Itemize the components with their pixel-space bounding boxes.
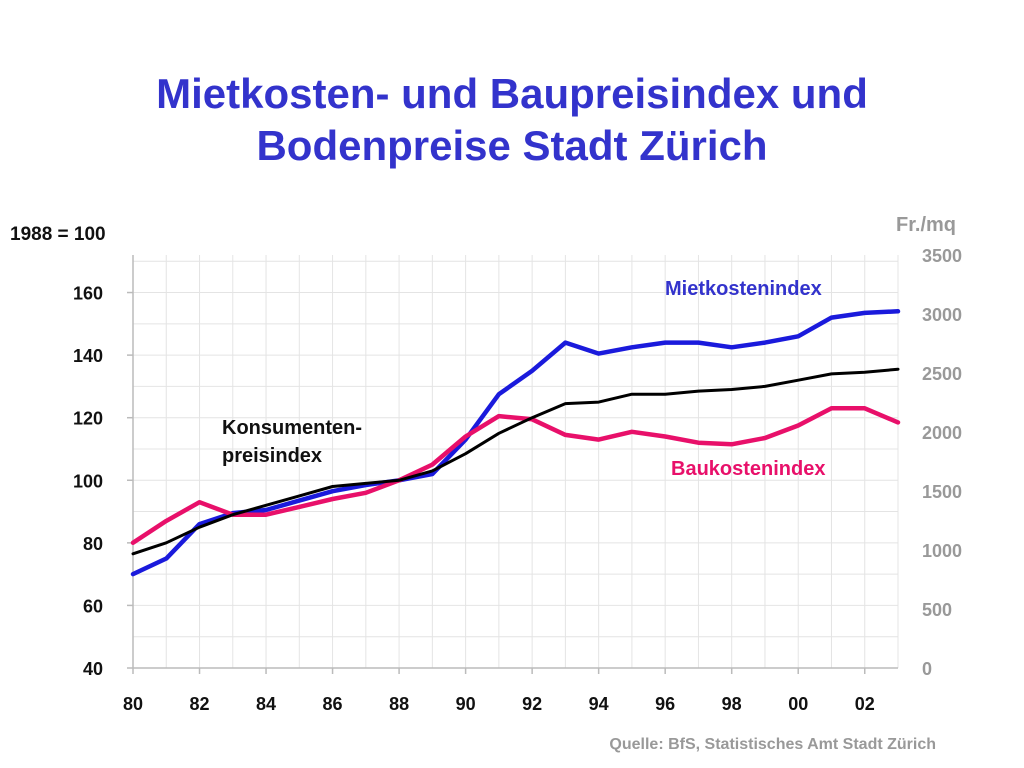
axes [127, 255, 898, 674]
bottom-tick-label: 80 [123, 694, 143, 714]
chart-title: Mietkosten- und Baupreisindex und Bodenp… [0, 68, 1024, 172]
series-label-konsumentenpreisindex-line-1: Konsumenten- [222, 417, 362, 439]
series-line-mietkostenindex [130, 309, 901, 577]
series-label-baukostenindex: Baukostenindex [671, 458, 825, 480]
right-tick-label: 3500 [922, 246, 962, 266]
series-line-baukostenindex [130, 406, 901, 546]
bottom-tick-label: 88 [389, 694, 409, 714]
bottom-tick-label: 96 [655, 694, 675, 714]
bottom-tick-label: 92 [522, 694, 542, 714]
right-tick-label: 0 [922, 659, 932, 679]
series-label-mietkostenindex: Mietkostenindex [665, 278, 822, 300]
series-lines [130, 309, 901, 577]
series-labels: Mietkostenindex Baukostenindex Konsument… [222, 278, 825, 480]
right-tick-label: 1500 [922, 482, 962, 502]
left-tick-label: 140 [73, 346, 103, 366]
bottom-tick-label: 90 [456, 694, 476, 714]
left-tick-label: 80 [83, 534, 103, 554]
chart-title-line-2: Bodenpreise Stadt Zürich [256, 122, 768, 169]
right-axis-caption: Fr./mq [896, 214, 957, 236]
left-tick-label: 60 [83, 596, 103, 616]
bottom-tick-label: 00 [788, 694, 808, 714]
bottom-tick-label: 98 [722, 694, 742, 714]
bottom-tick-label: 82 [190, 694, 210, 714]
bottom-tick-label: 94 [589, 694, 609, 714]
series-line-konsumentenpreisindex [131, 367, 900, 556]
right-tick-label: 2500 [922, 364, 962, 384]
source-note: Quelle: BfS, Statistisches Amt Stadt Zür… [609, 736, 936, 753]
left-tick-label: 120 [73, 409, 103, 429]
right-tick-label: 1000 [922, 541, 962, 561]
left-tick-label: 40 [83, 659, 103, 679]
left-tick-label: 100 [73, 471, 103, 491]
right-tick-label: 2000 [922, 423, 962, 443]
left-axis-caption: 1988 = 100 [10, 224, 106, 245]
bottom-tick-label: 86 [323, 694, 343, 714]
series-label-konsumentenpreisindex-line-2: preisindex [222, 445, 322, 467]
right-tick-label: 3000 [922, 305, 962, 325]
bottom-tick-label: 02 [855, 694, 875, 714]
chart-title-line-1: Mietkosten- und Baupreisindex und [156, 70, 868, 117]
bottom-tick-label: 84 [256, 694, 276, 714]
right-tick-label: 500 [922, 600, 952, 620]
left-tick-label: 160 [73, 284, 103, 304]
tick-labels: 40 60 80 100 120 140 160 0 500 1000 1500 2000 2500 30… [73, 246, 962, 714]
